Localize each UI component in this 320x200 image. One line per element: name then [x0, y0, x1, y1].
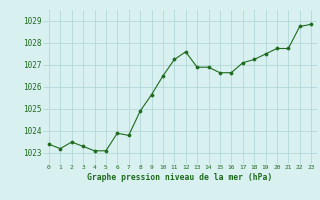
X-axis label: Graphe pression niveau de la mer (hPa): Graphe pression niveau de la mer (hPa) [87, 173, 273, 182]
